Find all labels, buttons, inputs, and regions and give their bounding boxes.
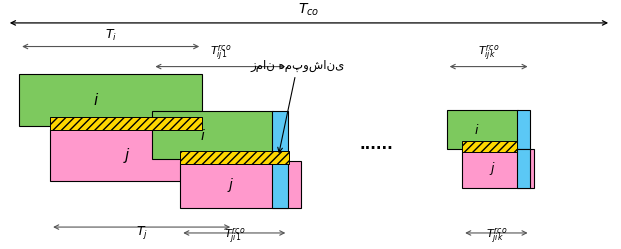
Text: $i$: $i$ bbox=[474, 123, 479, 137]
Text: $j$: $j$ bbox=[489, 160, 496, 177]
Bar bbox=[462, 149, 533, 188]
Bar bbox=[180, 151, 289, 164]
Bar bbox=[447, 110, 518, 149]
Bar bbox=[272, 111, 288, 159]
Text: $j$: $j$ bbox=[123, 146, 131, 165]
Bar bbox=[50, 117, 202, 130]
Text: $T_{ij1}^{rco}$: $T_{ij1}^{rco}$ bbox=[210, 44, 231, 63]
Text: $T_{ji1}^{rco}$: $T_{ji1}^{rco}$ bbox=[224, 227, 245, 246]
Bar bbox=[153, 111, 273, 159]
Text: زمان همپوشانی: زمان همپوشانی bbox=[250, 59, 345, 152]
Bar bbox=[517, 110, 530, 149]
Text: $i$: $i$ bbox=[93, 92, 99, 108]
Bar bbox=[19, 74, 202, 125]
Text: $T_j$: $T_j$ bbox=[135, 224, 148, 241]
Bar bbox=[272, 161, 288, 208]
Text: $T_i$: $T_i$ bbox=[105, 28, 117, 43]
Bar bbox=[517, 149, 530, 188]
Text: $T_{ijk}^{rco}$: $T_{ijk}^{rco}$ bbox=[478, 44, 499, 63]
Bar bbox=[180, 161, 301, 208]
Text: ......: ...... bbox=[360, 137, 394, 152]
Bar bbox=[462, 141, 517, 152]
Bar bbox=[50, 129, 233, 181]
Text: $T_{jik}^{rco}$: $T_{jik}^{rco}$ bbox=[486, 227, 507, 246]
Text: $j$: $j$ bbox=[227, 176, 235, 193]
Text: $T_{co}$: $T_{co}$ bbox=[298, 2, 320, 18]
Text: $i$: $i$ bbox=[201, 127, 206, 142]
